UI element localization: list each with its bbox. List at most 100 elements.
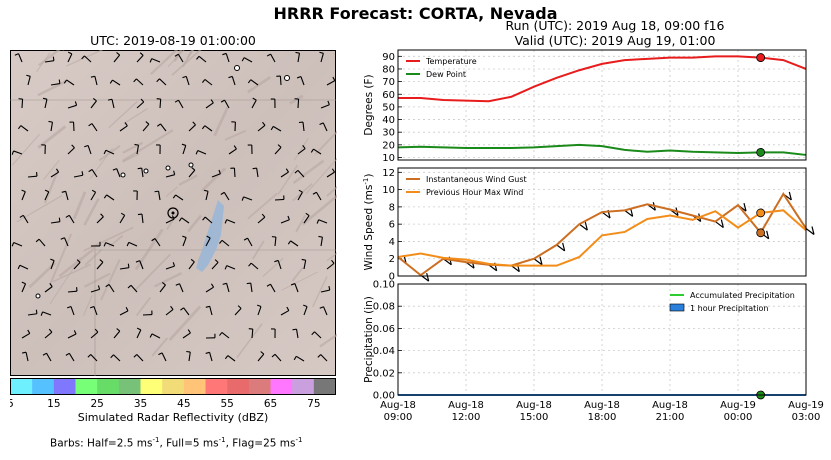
terrain-ridge [236,323,263,359]
wind-barb [178,217,190,224]
wind-barb [17,264,29,270]
wind-barb [67,51,73,63]
wind-barb [294,169,305,178]
colorbar-tick-label: 75 [307,398,320,410]
terrain-ridge [247,76,272,94]
terrain-ridge [301,194,337,226]
wind-barb [113,52,121,63]
x-tick-label: Aug-18 [380,400,416,411]
wind-barb [158,352,167,362]
axes-frame [397,167,807,277]
wind-barb [42,97,48,109]
wind-barb [317,354,328,362]
wind-barb [220,99,230,109]
terrain-ridge [36,52,51,73]
hourly-wind-barb [533,258,543,266]
wind-barb [119,212,126,224]
wind-barb [182,329,191,339]
station-dot [284,75,290,81]
wind-barb [201,125,213,132]
wind-barb [298,121,305,132]
wind-barb [136,327,142,339]
terrain-ridge [28,261,57,289]
wind-barb [126,241,138,247]
wind-barb [220,191,230,201]
wind-barb [320,100,330,109]
legend-entry: Instantaneous Wind Gust [426,175,527,184]
hourly-wind-barbs [397,191,815,282]
wind-barb [137,167,144,178]
y-tick-label: 50 [382,102,395,113]
wind-barb [224,355,236,362]
terrain-ridge [293,137,309,161]
legend-entry: Dew Point [426,70,466,79]
wind-barb [156,98,162,109]
wind-barb [251,97,257,109]
wind-barb [103,242,115,247]
wind-barb [90,328,99,339]
legend-entry: 1 hour Precipitation [690,304,769,313]
wind-barb [133,354,144,362]
wind-barb [112,168,121,178]
terrain-ridge [121,129,174,162]
wind-barb [296,76,305,86]
terrain-ridge [224,129,247,141]
wind-barb [219,239,230,247]
wind-barb [241,196,253,201]
wind-barb [113,328,121,339]
legend: Instantaneous Wind Gust Previous Hour Max… [406,175,527,197]
x-tick-label: Aug-18 [448,400,484,411]
wind-barb [50,168,60,178]
wind-barb [271,328,276,339]
terrain-ridge [151,337,169,357]
y-tick-label: 40 [382,115,395,126]
radar-map [10,50,337,376]
wind-barb [276,75,282,86]
series-line-2 [397,209,807,267]
barb-legend-note: Barbs: Half=2.5 ms-1, Full=5 ms-1, Flag=… [50,436,303,450]
colorbar-cell [53,378,76,395]
wind-barb [136,98,145,109]
terrain-ridge [292,183,313,202]
terrain-ridge [11,133,41,166]
terrain-ridge [305,157,337,195]
wind-barb [96,259,104,270]
y-tick-label: 0 [389,272,395,283]
wind-barb [22,351,29,362]
hourly-wind-barb [743,203,747,212]
wind-barb [234,305,242,316]
wind-barb [301,258,307,270]
terrain-ridge [166,211,179,230]
terrain-ridge [295,214,307,233]
terrain-ridge [314,130,337,155]
wind-barb [11,241,23,247]
wind-barb [303,304,308,316]
hourly-wind-barb [562,242,566,252]
wind-barb [174,53,184,63]
wind-barb [274,259,282,270]
wind-barb [319,51,324,63]
wind-barb [90,285,101,293]
wind-barb [294,98,300,109]
terrain-ridge [178,174,198,186]
colorbar-tick-label: 15 [47,398,60,410]
wind-barb [119,122,128,132]
current-time-marker [756,148,766,157]
legend: Temperature Dew Point [406,57,477,79]
colorbar-cell [270,378,293,395]
wind-barb [134,143,140,155]
wind-barb [271,353,282,362]
wind-barb [65,214,75,224]
wind-barb [156,123,167,132]
wind-barb [50,79,61,86]
legend-entry: Temperature [425,57,477,66]
colorbar-cell [10,378,33,395]
y-tick-label: 10 [382,153,395,164]
terrain-ridge [182,50,194,68]
wind-barb [292,328,299,339]
figure-title: HRRR Forecast: CORTA, Nevada [273,4,558,23]
y-tick-label: 0.04 [373,346,395,357]
hourly-wind-barb [556,244,566,252]
wind-barb [88,169,98,178]
legend-entry: Accumulated Precipitation [690,291,795,300]
